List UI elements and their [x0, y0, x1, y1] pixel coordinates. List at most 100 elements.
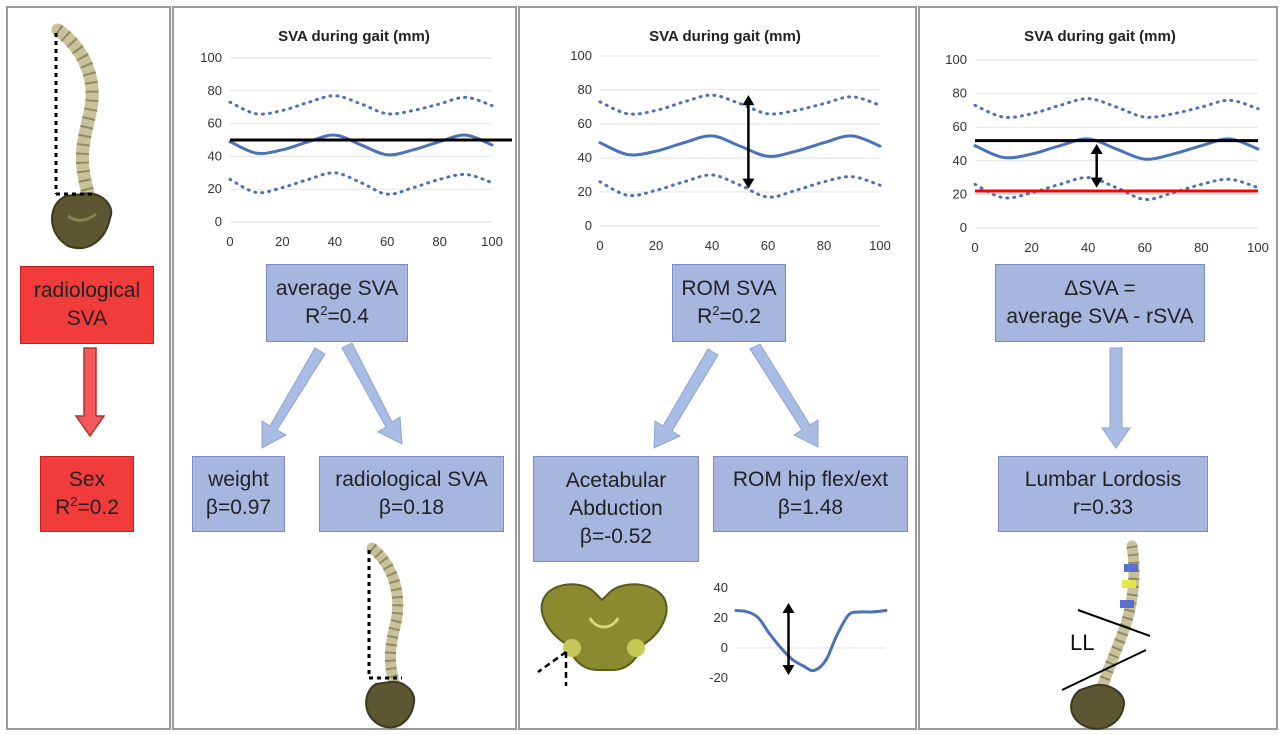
x-tick-label: 100: [869, 238, 891, 253]
spine-illustration: [365, 542, 416, 729]
radiological-sva-box: radiological SVA: [20, 266, 154, 344]
panel-average-sva: SVA during gait (mm) 0 20 40 60 80 100 0 20 40 60…: [172, 6, 517, 730]
branch-arrow-left: [653, 348, 719, 449]
y-tick-label: 60: [953, 119, 967, 134]
hip-flex-ext-chart: -20 0 20 40: [709, 580, 888, 685]
rom-sva-line2: R2=0.2: [697, 303, 761, 328]
y-tick-label: 40: [953, 153, 967, 168]
range-arrow-head-top: [742, 95, 755, 106]
series-line-solid: [973, 137, 1260, 161]
x-tick-label: 80: [817, 238, 831, 253]
delta-sva-box: ΔSVA = average SVA - rSVA: [995, 264, 1205, 342]
branch-arrows: [261, 342, 403, 449]
chart-title: SVA during gait (mm): [278, 28, 430, 45]
range-arrow-head-top: [1090, 144, 1103, 154]
y-tick-label: 80: [208, 83, 222, 98]
rom-sva-line1: ROM SVA: [681, 277, 777, 300]
x-tick-label: 60: [761, 238, 775, 253]
y-tick-label: 100: [200, 50, 222, 65]
delta-sva-line2: average SVA - rSVA: [1006, 305, 1194, 328]
x-tick-label: 60: [380, 234, 394, 249]
radiological-sva-line2: SVA: [66, 307, 108, 330]
branch-arrow-right: [341, 342, 403, 445]
branch-arrows: [653, 343, 819, 449]
series-line-solid: [734, 609, 888, 673]
series-line-dotted: [973, 97, 1260, 119]
lumbar-lordosis-box: Lumbar Lordosis r=0.33: [998, 456, 1208, 532]
panel-rom-sva: SVA during gait (mm) 0 20 40 60 80 100 0 20 40 60…: [518, 6, 917, 730]
x-tick-label: 60: [1138, 240, 1152, 255]
average-sva-box: average SVA R2=0.4: [266, 264, 408, 342]
y-tick-label: 100: [570, 48, 592, 63]
y-tick-label: 0: [721, 640, 728, 655]
x-tick-label: 80: [1194, 240, 1208, 255]
y-tick-label: 40: [578, 150, 592, 165]
y-tick-label: 20: [953, 186, 967, 201]
series-line-dotted: [228, 94, 494, 116]
x-tick-label: 100: [1247, 240, 1269, 255]
y-tick-label: 80: [578, 82, 592, 97]
series-line-solid: [228, 133, 494, 157]
sex-line2: R2=0.2: [55, 494, 119, 519]
rom-hip-line2: β=1.48: [777, 496, 844, 519]
y-tick-label: 20: [578, 184, 592, 199]
lumbar-lordosis-line1: Lumbar Lordosis: [1024, 468, 1182, 491]
sex-line1: Sex: [68, 468, 106, 491]
range-arrow-head-bottom: [742, 178, 755, 189]
series-line-dotted: [598, 173, 882, 199]
x-tick-label: 100: [481, 234, 503, 249]
y-tick-label: -20: [709, 670, 728, 685]
series-line-dotted: [228, 171, 494, 196]
x-tick-label: 80: [432, 234, 446, 249]
panel-radiological: radiological SVA Sex R2=0.2: [6, 6, 171, 730]
range-arrow-head-bottom: [1090, 177, 1103, 188]
lumbar-lordosis-line2: r=0.33: [1072, 496, 1134, 519]
average-sva-line2: R2=0.4: [305, 303, 369, 328]
weight-line1: weight: [208, 468, 269, 491]
y-tick-label: 60: [578, 116, 592, 131]
x-tick-label: 40: [328, 234, 342, 249]
chart-title: SVA during gait (mm): [1024, 28, 1176, 45]
spine-illustration: [51, 23, 113, 249]
rom-hip-box: ROM hip flex/ext β=1.48: [713, 456, 908, 532]
range-arrow-head-top: [782, 603, 795, 613]
down-arrow: [1101, 347, 1131, 449]
y-tick-label: 60: [208, 116, 222, 131]
y-tick-label: 20: [208, 181, 222, 196]
x-tick-label: 0: [596, 238, 603, 253]
branch-arrow-right: [749, 343, 819, 448]
spine-ll-illustration: [1061, 540, 1151, 730]
x-tick-label: 0: [226, 234, 233, 249]
series-line-solid: [598, 134, 882, 158]
ll-label: LL: [1070, 630, 1095, 655]
weight-box: weight β=0.97: [192, 456, 285, 532]
acetabular-line2: Abduction: [569, 497, 663, 520]
y-tick-label: 40: [714, 580, 728, 595]
x-tick-label: 40: [1081, 240, 1095, 255]
y-tick-label: 40: [208, 148, 222, 163]
radiological-sva-beta-line2: β=0.18: [378, 496, 445, 519]
y-tick-label: 0: [215, 214, 222, 229]
red-down-arrow: [74, 347, 106, 438]
chart-title: SVA during gait (mm): [649, 28, 801, 45]
sva-chart-average: 0 20 40 60 80 100 0 20 40 60 80 100: [200, 50, 512, 249]
y-tick-label: 0: [585, 218, 592, 233]
radiological-sva-beta-box: radiological SVA β=0.18: [319, 456, 504, 532]
range-arrow-head-bottom: [782, 665, 795, 675]
rom-sva-box: ROM SVA R2=0.2: [672, 264, 786, 342]
average-sva-line1: average SVA: [275, 277, 399, 300]
y-tick-label: 0: [960, 220, 967, 235]
acetabular-line3: β=-0.52: [579, 525, 653, 548]
radiological-sva-beta-line1: radiological SVA: [335, 468, 488, 491]
x-tick-label: 20: [1024, 240, 1038, 255]
delta-sva-line1: ΔSVA =: [1064, 277, 1136, 300]
rom-hip-line1: ROM hip flex/ext: [732, 468, 889, 491]
x-tick-label: 20: [649, 238, 663, 253]
branch-arrow-left: [261, 347, 326, 449]
y-tick-label: 80: [953, 86, 967, 101]
series-line-dotted: [973, 176, 1260, 201]
radiological-sva-line1: radiological: [33, 279, 141, 302]
sva-chart-rom: 0 20 40 60 80 100 0 20 40 60 80 100: [570, 48, 891, 253]
sva-chart-delta: 0 20 40 60 80 100 0 20 40 60 80 100: [945, 52, 1269, 255]
acetabular-line1: Acetabular: [565, 469, 667, 492]
